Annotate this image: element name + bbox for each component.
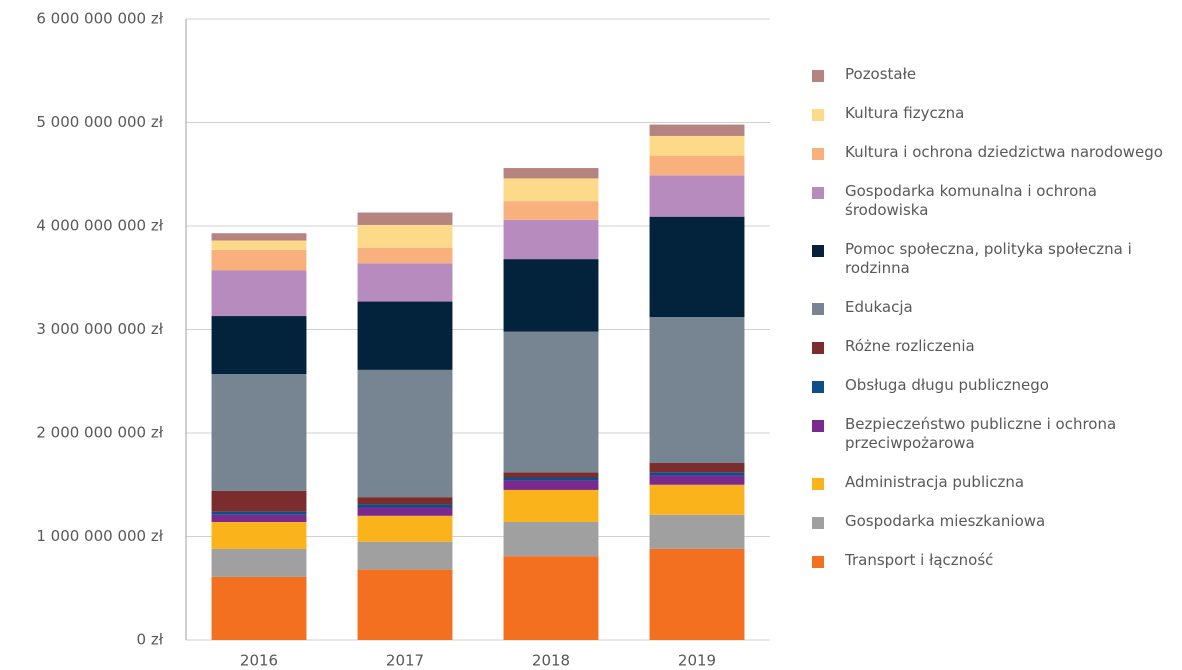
legend-label: Edukacja	[845, 298, 913, 316]
bar-segment	[357, 569, 453, 640]
x-tick-label: 2019	[678, 652, 716, 670]
bar-segment	[211, 316, 307, 375]
legend-swatch	[812, 148, 824, 160]
bar-segment	[211, 240, 307, 250]
bar-segment	[649, 135, 745, 156]
legend-swatch	[812, 187, 824, 199]
x-tick-label: 2016	[240, 652, 278, 670]
x-tick-label: 2017	[386, 652, 424, 670]
y-tick-label: 0 zł	[137, 631, 164, 649]
bar-segment	[211, 233, 307, 241]
bar-segment	[503, 178, 599, 202]
y-tick-label: 2 000 000 000 zł	[36, 424, 163, 442]
chart: 0 zł 1 000 000 000 zł 2 000 000 000 zł 3 00…	[36, 10, 770, 670]
legend-label: Pozostałe	[845, 65, 917, 83]
bar-segment	[649, 484, 745, 515]
bar-segment	[357, 263, 453, 302]
bar-segment	[211, 576, 307, 640]
bar-segment	[503, 556, 599, 640]
bar-segment	[503, 331, 599, 473]
legend-label: Bezpieczeństwo publiczne i ochrona przec…	[845, 415, 1117, 452]
bar-segment	[211, 374, 307, 491]
x-tick-label: 2018	[532, 652, 570, 670]
bar-segment	[649, 124, 745, 136]
bar-segment	[503, 472, 599, 478]
bar-segment	[649, 475, 745, 485]
bar-segment	[211, 514, 307, 523]
bar-segment	[357, 497, 453, 505]
bar-segment	[357, 247, 453, 264]
bar-segment	[211, 490, 307, 512]
bar-segment	[503, 168, 599, 179]
legend-swatch	[812, 70, 824, 82]
legend-swatch	[812, 517, 824, 529]
bar-segment	[649, 175, 745, 217]
bar-segment	[503, 489, 599, 523]
legend-label: Obsługa długu publicznego	[845, 376, 1049, 394]
bar-segment	[357, 301, 453, 370]
bar-segment	[649, 548, 745, 640]
bar-segment	[357, 212, 453, 225]
legend-swatch	[812, 381, 824, 393]
legend-label: Gospodarka mieszkaniowa	[845, 512, 1046, 530]
legend-label: Gospodarka komunalna i ochrona środowisk…	[845, 182, 1097, 219]
bar-segment	[503, 201, 599, 220]
bar-segment	[503, 522, 599, 557]
bar-segment	[211, 249, 307, 271]
legend-swatch	[812, 342, 824, 354]
legend-swatch	[812, 245, 824, 257]
legend-label: Pomoc społeczna, polityka społeczna i ro…	[845, 240, 1132, 277]
bar-segment	[649, 216, 745, 318]
legend-swatch	[812, 420, 824, 432]
legend-label: Kultura i ochrona dziedzictwa narodowego	[845, 143, 1163, 161]
legend-swatch	[812, 109, 824, 121]
bar-segment	[649, 155, 745, 176]
y-tick-label: 1 000 000 000 zł	[36, 527, 163, 545]
y-tick-label: 5 000 000 000 zł	[36, 113, 163, 131]
y-tick-label: 6 000 000 000 zł	[36, 10, 163, 28]
bar-segment	[211, 548, 307, 577]
bar-segment	[211, 270, 307, 317]
bar-segment	[649, 317, 745, 464]
bar-segment	[503, 480, 599, 490]
legend-label: Różne rozliczenia	[845, 337, 975, 355]
legend-label: Administracja publiczna	[845, 473, 1025, 491]
bar-segment	[357, 507, 453, 516]
bar-segment	[357, 224, 453, 248]
bar-segment	[211, 511, 307, 515]
bar-segment	[503, 477, 599, 481]
legend-label: Transport i łączność	[845, 551, 994, 569]
legend-swatch	[812, 303, 824, 315]
legend-swatch	[812, 478, 824, 490]
y-tick-label: 3 000 000 000 zł	[36, 320, 163, 338]
bar-segment	[357, 541, 453, 570]
bar-segment	[211, 522, 307, 549]
bar-segment	[503, 259, 599, 332]
bar-segment	[649, 463, 745, 473]
bar-segment	[357, 515, 453, 542]
y-tick-label: 4 000 000 000 zł	[36, 217, 163, 235]
bar-segment	[357, 504, 453, 508]
bar-segment	[503, 219, 599, 260]
legend-label: Kultura fizyczna	[845, 104, 965, 122]
bar-segment	[649, 514, 745, 549]
legend-swatch	[812, 556, 824, 568]
bar-segment	[649, 472, 745, 476]
bar-segment	[357, 369, 453, 498]
